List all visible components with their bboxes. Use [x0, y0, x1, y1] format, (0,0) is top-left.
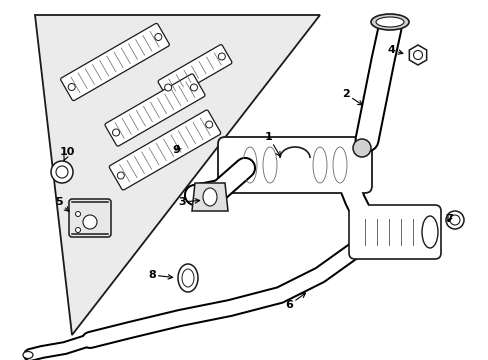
Ellipse shape — [449, 215, 459, 225]
Ellipse shape — [68, 84, 75, 90]
Ellipse shape — [112, 129, 119, 136]
Text: 9: 9 — [172, 145, 181, 155]
Text: 10: 10 — [60, 147, 75, 160]
Polygon shape — [35, 15, 319, 335]
Ellipse shape — [218, 53, 225, 60]
FancyBboxPatch shape — [109, 110, 220, 190]
FancyBboxPatch shape — [69, 199, 111, 237]
Ellipse shape — [75, 228, 81, 233]
Text: 4: 4 — [387, 45, 402, 55]
Ellipse shape — [75, 212, 81, 216]
Ellipse shape — [421, 216, 437, 248]
Ellipse shape — [155, 33, 162, 41]
Ellipse shape — [178, 264, 198, 292]
Text: 6: 6 — [285, 293, 305, 310]
Text: 2: 2 — [341, 89, 362, 105]
Ellipse shape — [370, 14, 408, 30]
Ellipse shape — [51, 161, 73, 183]
Text: 3: 3 — [178, 197, 199, 207]
Text: 1: 1 — [264, 132, 280, 156]
FancyBboxPatch shape — [348, 205, 440, 259]
Ellipse shape — [375, 17, 403, 27]
Ellipse shape — [56, 166, 68, 178]
FancyBboxPatch shape — [218, 137, 371, 193]
FancyBboxPatch shape — [105, 74, 204, 146]
Ellipse shape — [117, 172, 124, 179]
Text: 5: 5 — [55, 197, 69, 211]
FancyBboxPatch shape — [61, 23, 169, 101]
Ellipse shape — [352, 139, 370, 157]
Ellipse shape — [445, 211, 463, 229]
Ellipse shape — [203, 188, 217, 206]
Text: 8: 8 — [148, 270, 172, 280]
Ellipse shape — [190, 84, 197, 91]
Ellipse shape — [413, 50, 422, 59]
Ellipse shape — [205, 121, 212, 128]
Ellipse shape — [164, 84, 171, 91]
Polygon shape — [192, 183, 227, 211]
Ellipse shape — [83, 215, 97, 229]
Ellipse shape — [182, 269, 194, 287]
FancyBboxPatch shape — [158, 45, 231, 99]
Ellipse shape — [23, 351, 33, 359]
Text: 7: 7 — [444, 214, 452, 224]
